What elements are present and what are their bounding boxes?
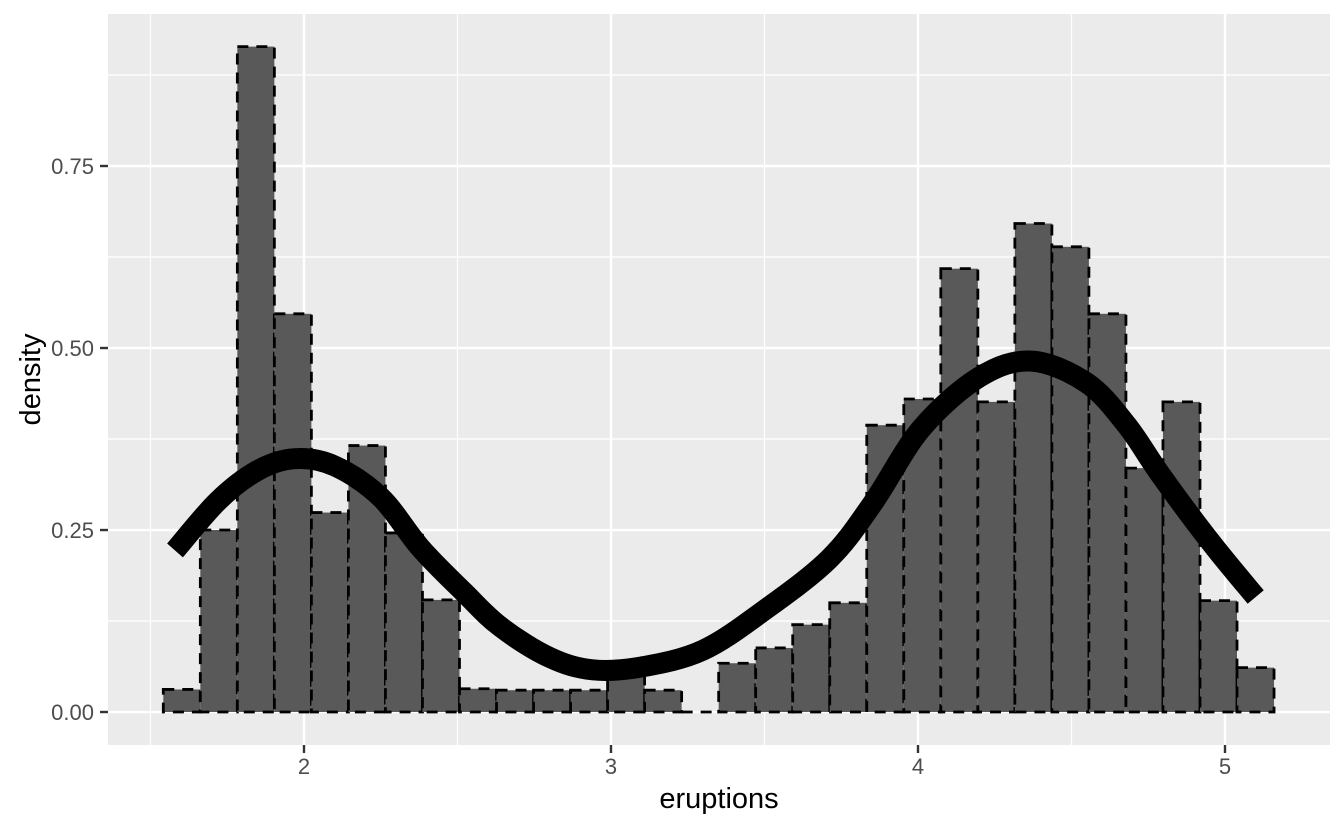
- histogram-bar: [309, 511, 350, 714]
- y-axis-title: density: [15, 333, 47, 425]
- histogram-bar: [1235, 666, 1276, 714]
- histogram-bar: [939, 267, 980, 714]
- histogram-bar: [495, 688, 535, 714]
- y-tick-label: 0.00: [51, 700, 94, 725]
- histogram-bar: [754, 646, 795, 714]
- histogram-bar: [1087, 312, 1128, 714]
- y-tick-label: 0.25: [51, 518, 94, 543]
- histogram-bar: [1124, 466, 1165, 714]
- x-tick-label: 3: [605, 754, 617, 779]
- histogram-bar: [272, 312, 313, 714]
- histogram-bar: [1050, 245, 1091, 714]
- histogram-bar: [532, 688, 572, 714]
- histogram-bar: [569, 688, 609, 714]
- histogram-bar: [828, 601, 869, 714]
- histogram-bar: [161, 688, 202, 714]
- histogram-bar: [976, 400, 1017, 714]
- histogram-bar: [421, 598, 461, 714]
- y-tick-label: 0.50: [51, 336, 94, 361]
- x-tick-label: 5: [1219, 754, 1231, 779]
- histogram-bar: [1013, 222, 1054, 714]
- x-tick-label: 4: [912, 754, 924, 779]
- histogram-bar: [1198, 599, 1239, 714]
- histogram-bar: [717, 661, 758, 714]
- x-axis-title: eruptions: [659, 783, 778, 815]
- histogram-bar: [384, 531, 424, 714]
- histogram-bar: [643, 688, 684, 714]
- y-tick-label: 0.75: [51, 154, 94, 179]
- histogram-bar: [235, 45, 276, 714]
- histogram-bar: [791, 623, 832, 714]
- histogram-bar: [1161, 400, 1202, 714]
- histogram-bar: [458, 687, 498, 714]
- density-curve: [167, 350, 1264, 681]
- histogram-bar: [198, 528, 239, 714]
- x-tick-label: 2: [298, 754, 310, 779]
